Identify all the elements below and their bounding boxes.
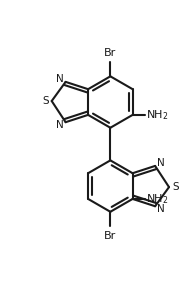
Text: S: S — [172, 182, 179, 192]
Text: N: N — [56, 74, 64, 84]
Text: NH$_2$: NH$_2$ — [146, 108, 169, 122]
Text: Br: Br — [104, 48, 116, 58]
Text: N: N — [56, 120, 64, 130]
Text: N: N — [157, 158, 165, 168]
Text: NH$_2$: NH$_2$ — [146, 192, 169, 206]
Text: S: S — [42, 96, 49, 106]
Text: N: N — [157, 204, 165, 214]
Text: Br: Br — [104, 231, 116, 240]
